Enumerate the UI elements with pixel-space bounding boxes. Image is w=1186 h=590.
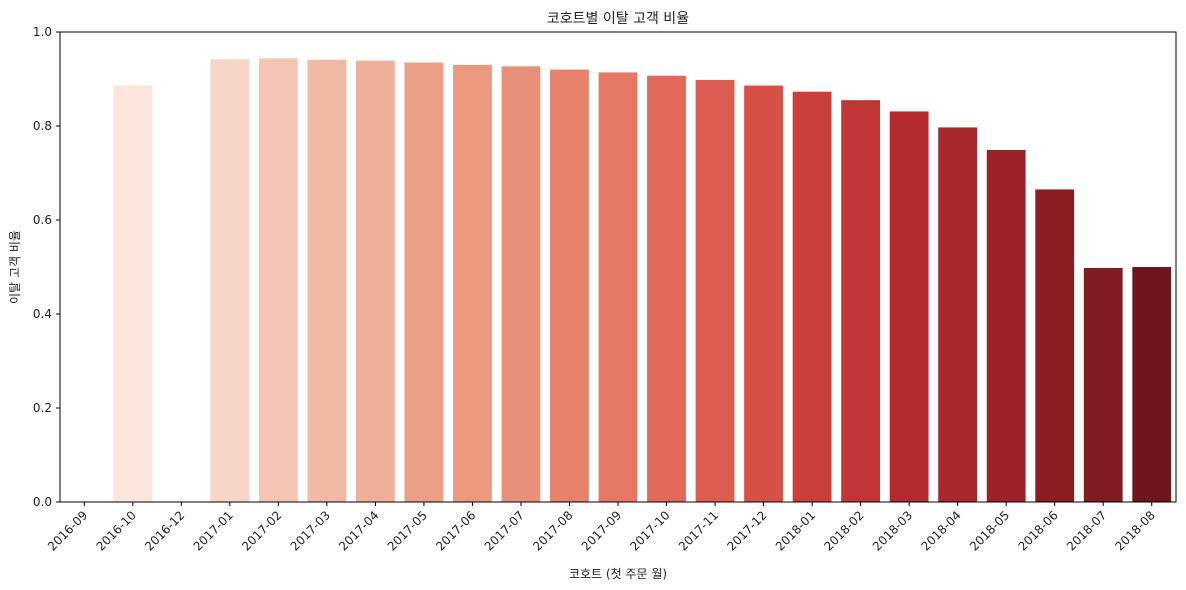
x-tick-label: 2017-12 (724, 508, 769, 553)
bar-2017-08 (550, 69, 589, 502)
x-tick-label: 2017-08 (530, 508, 575, 553)
x-tick-label: 2017-09 (579, 508, 624, 553)
x-ticks-group: 2016-09 2016-10 2016-12 2017-01 2017-02 2017-… (45, 502, 1158, 554)
chart-title: 코호트별 이탈 고객 비율 (547, 11, 689, 27)
x-tick-label: 2017-01 (191, 508, 236, 553)
bar-2017-06 (453, 64, 492, 503)
x-tick-label: 2016-09 (45, 508, 90, 553)
x-tick-label: 2017-05 (385, 508, 430, 553)
y-ticks-group: 0.0 0.2 0.4 0.6 0.8 1.0 (33, 25, 60, 509)
bar-2018-06 (1035, 189, 1075, 502)
bar-2017-04 (355, 60, 395, 503)
x-tick-label: 2017-11 (676, 508, 721, 553)
y-tick-label: 0.0 (33, 495, 52, 509)
bar-2018-08 (1132, 267, 1172, 502)
bar-2018-05 (986, 149, 1026, 502)
bar-2017-07 (501, 66, 541, 502)
bar-2018-03 (889, 111, 929, 503)
y-axis-label: 이탈 고객 비율 (8, 230, 22, 304)
plot-frame (59, 31, 1177, 503)
bar-2017-11 (695, 79, 735, 502)
x-tick-label: 2018-06 (1015, 508, 1060, 553)
bar-2017-02 (258, 58, 298, 502)
bar-2017-05 (404, 62, 444, 503)
bars-group (113, 58, 1172, 503)
x-tick-label: 2017-02 (239, 508, 284, 553)
x-tick-label: 2018-05 (967, 508, 1012, 553)
x-tick-label: 2018-03 (870, 508, 915, 553)
bar-2018-04 (938, 127, 978, 502)
x-tick-label: 2017-03 (288, 508, 333, 553)
bar-2018-02 (841, 100, 881, 503)
x-tick-label: 2018-01 (773, 508, 818, 553)
x-tick-label: 2018-04 (918, 508, 963, 553)
y-tick-label: 0.8 (33, 119, 52, 133)
bar-2017-12 (744, 85, 783, 502)
bar-2017-09 (598, 72, 638, 503)
x-axis-label: 코호트 (첫 주문 월) (569, 567, 667, 581)
bar-2017-03 (307, 59, 347, 502)
x-tick-label: 2017-04 (336, 508, 381, 553)
x-tick-label: 2018-08 (1113, 508, 1158, 553)
bar-2018-07 (1083, 267, 1123, 502)
bar-2017-01 (210, 59, 250, 502)
x-tick-label: 2018-07 (1064, 508, 1109, 553)
x-tick-label: 2017-07 (482, 508, 527, 553)
y-tick-label: 0.2 (33, 401, 52, 415)
x-tick-label: 2016-12 (142, 508, 187, 553)
bar-2018-01 (792, 91, 832, 502)
y-tick-label: 1.0 (33, 25, 52, 39)
bar-2016-10 (113, 85, 153, 502)
x-tick-label: 2017-06 (433, 508, 478, 553)
bar-2017-10 (647, 75, 686, 503)
x-tick-label: 2017-10 (627, 508, 672, 553)
y-tick-label: 0.4 (33, 307, 52, 321)
x-tick-label: 2018-02 (821, 508, 866, 553)
x-tick-label: 2016-10 (94, 508, 139, 553)
y-tick-label: 0.6 (33, 213, 52, 227)
